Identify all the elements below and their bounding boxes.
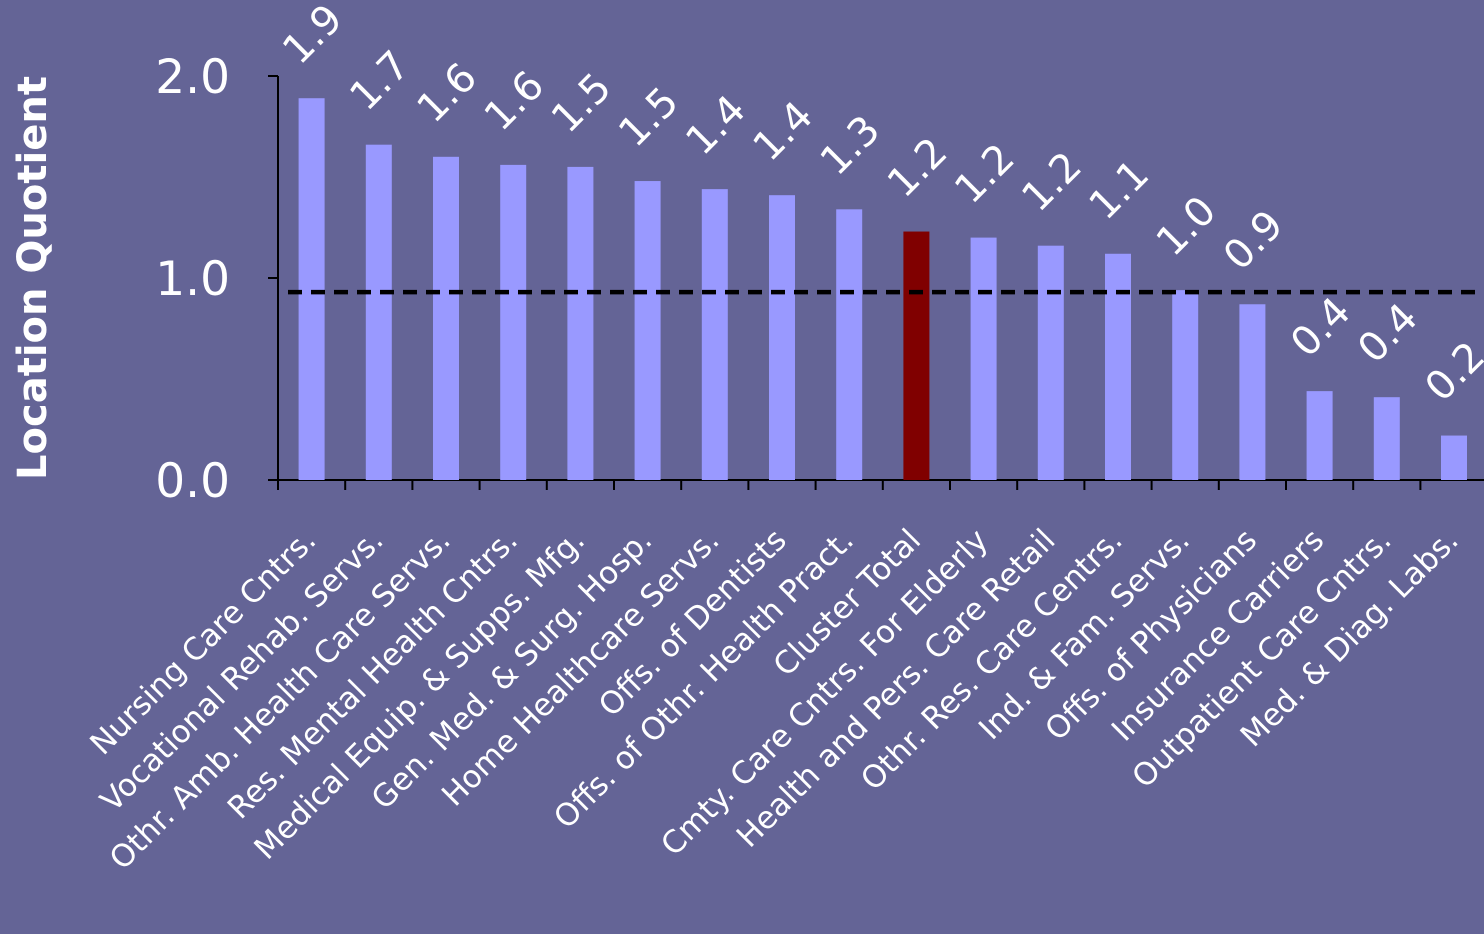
data-label: 0.9	[1215, 202, 1293, 280]
y-axis-title: Location Quotient	[10, 76, 56, 480]
data-label: 1.1	[1081, 151, 1159, 229]
bar	[365, 144, 392, 480]
bar	[1037, 245, 1064, 480]
data-label: 1.2	[1013, 143, 1091, 221]
bar	[1172, 290, 1199, 480]
data-label: 1.7	[341, 42, 419, 120]
data-label: 1.5	[543, 64, 621, 142]
data-label: 0.4	[1282, 289, 1360, 367]
y-tick-label: 2.0	[155, 50, 230, 105]
axis-layer: 0.0 1.0 2.0 Location Quotient	[10, 50, 1484, 509]
bar	[701, 189, 728, 480]
bar	[433, 156, 459, 481]
data-label: 1.9	[274, 0, 352, 73]
bar	[1239, 304, 1266, 480]
bar	[970, 237, 997, 480]
bar	[567, 166, 594, 480]
bar	[1105, 253, 1131, 480]
bar	[903, 231, 930, 480]
category-label-layer: Nursing Care Cntrs.Vocational Rehab. Ser…	[83, 522, 1465, 877]
data-label: 1.2	[946, 135, 1024, 213]
data-label: 1.2	[879, 129, 957, 207]
data-label: 1.3	[812, 107, 890, 185]
data-label: 1.0	[1148, 188, 1226, 266]
y-tick-label: 0.0	[155, 454, 230, 509]
bar	[298, 98, 325, 480]
bar	[634, 181, 661, 481]
bar	[1441, 435, 1467, 480]
bar	[1306, 391, 1333, 480]
data-label: 0.4	[1349, 295, 1427, 373]
data-label: 1.4	[677, 87, 755, 165]
bar	[1373, 397, 1400, 480]
data-label: 1.5	[610, 79, 688, 157]
bar	[500, 164, 527, 480]
data-label: 1.6	[409, 54, 487, 132]
data-label: 0.2	[1417, 333, 1484, 411]
bar	[769, 195, 795, 480]
data-label: 1.6	[476, 62, 554, 140]
data-label: 1.4	[745, 93, 823, 171]
y-tick-label: 1.0	[155, 252, 230, 307]
bar-layer	[298, 98, 1467, 481]
bar	[836, 209, 863, 480]
